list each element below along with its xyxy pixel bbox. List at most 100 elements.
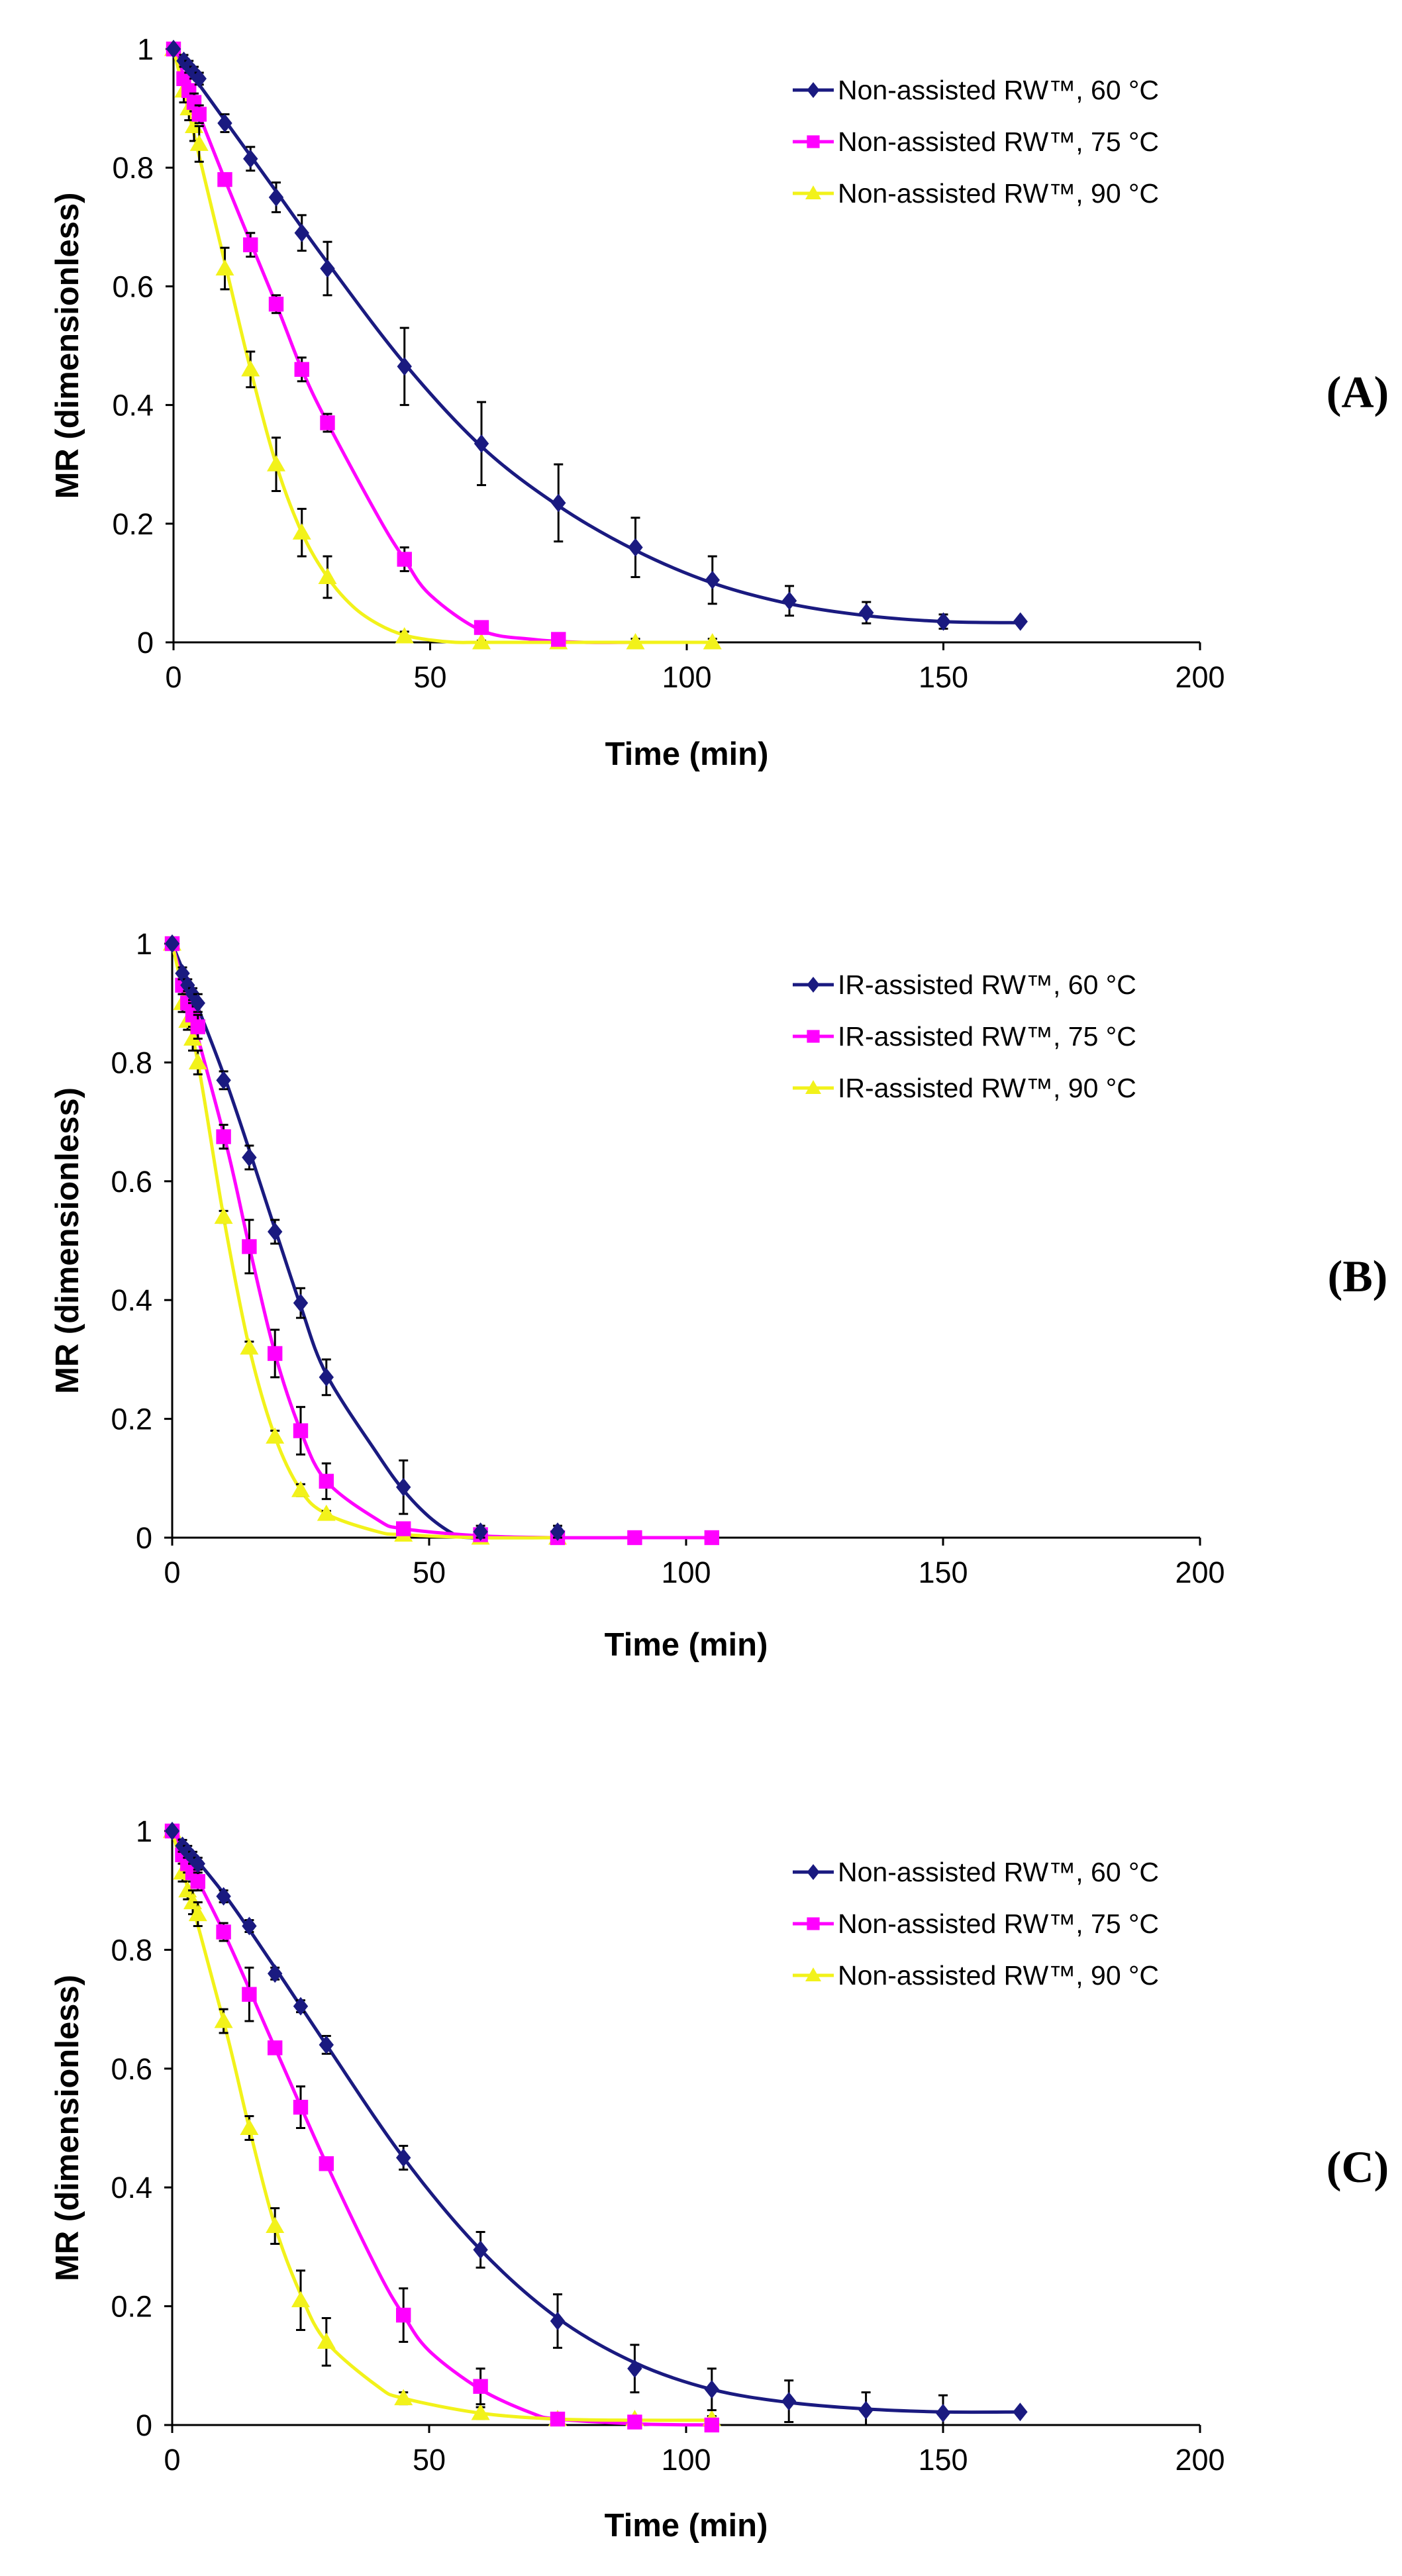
data-point	[268, 1964, 283, 1983]
legend-label: Non-assisted RW™, 60 °C	[838, 1857, 1159, 1887]
data-point	[242, 1148, 257, 1167]
fit-curve-2	[170, 943, 558, 1540]
y-tick-label: 0.8	[111, 1933, 152, 1967]
data-point	[473, 2240, 488, 2259]
fit-curve-1	[172, 48, 713, 644]
y-tick-label: 0.2	[112, 507, 154, 541]
x-axis-title: Time (min)	[605, 1627, 768, 1663]
x-tick-label: 0	[164, 2443, 180, 2477]
data-point	[293, 1423, 309, 1438]
data-point	[474, 434, 489, 453]
data-point	[320, 415, 335, 430]
y-tick-label: 0	[136, 2408, 152, 2442]
data-point	[241, 360, 260, 377]
legend-label: Non-assisted RW™, 90 °C	[838, 178, 1159, 209]
series-2	[163, 934, 567, 1545]
data-point	[473, 2379, 488, 2394]
y-tick-label: 1	[136, 927, 152, 961]
data-point	[704, 1530, 719, 1546]
data-point	[628, 538, 643, 557]
data-point	[474, 620, 489, 635]
data-point	[317, 1505, 336, 1521]
data-point	[626, 633, 645, 650]
x-tick-label: 200	[1175, 1556, 1225, 1589]
data-point	[473, 1522, 488, 1542]
data-point	[781, 2392, 797, 2411]
data-point	[703, 633, 722, 650]
data-point	[242, 1987, 257, 2002]
y-tick-label: 0	[136, 1521, 152, 1555]
legend-marker	[805, 1967, 821, 1981]
data-point	[190, 1874, 205, 1889]
y-tick-label: 0.6	[111, 2052, 152, 2086]
panel-1: 0 0.2 0.4 0.6 0.8 1 0 50 100 150 200 Time (min) MR (…	[50, 927, 1387, 1663]
panel-0: 0 0.2 0.4 0.6 0.8 1 0 50 100 150 200 Time (min) MR (…	[50, 32, 1389, 772]
y-tick-label: 0.2	[111, 2290, 152, 2324]
y-tick-label: 0.8	[111, 1046, 152, 1079]
data-point	[189, 134, 209, 151]
data-point	[243, 149, 258, 168]
data-point	[319, 2035, 334, 2054]
x-tick-label: 200	[1175, 660, 1225, 694]
x-tick-label: 0	[164, 1556, 180, 1589]
data-point	[396, 2307, 411, 2323]
data-point	[550, 2411, 566, 2427]
data-point	[936, 612, 951, 631]
fit-curve-2	[172, 48, 713, 644]
data-point	[471, 2404, 490, 2420]
data-point	[216, 1924, 231, 1940]
series-2	[163, 1822, 721, 2426]
series-0	[166, 40, 1028, 631]
fit-curve-0	[170, 943, 558, 1540]
data-point	[292, 523, 311, 540]
legend-marker	[805, 1080, 821, 1094]
data-point	[627, 1530, 642, 1546]
data-point	[320, 259, 335, 278]
data-point	[317, 2332, 336, 2349]
legend-marker	[807, 135, 820, 148]
data-point	[781, 591, 797, 611]
data-point	[268, 1346, 283, 1362]
legend-label: Non-assisted RW™, 90 °C	[838, 1960, 1159, 1991]
data-point	[268, 2040, 283, 2056]
data-point	[291, 2291, 310, 2308]
y-tick-label: 1	[136, 1814, 152, 1848]
y-tick-label: 0	[137, 626, 154, 660]
y-axis-title: MR (dimensionless)	[50, 1087, 85, 1394]
data-point	[164, 934, 180, 953]
y-tick-label: 0.6	[111, 1165, 152, 1199]
data-point	[396, 2148, 411, 2167]
data-point	[1013, 2403, 1028, 2422]
data-point	[627, 2414, 642, 2430]
data-point	[216, 1071, 231, 1090]
data-point	[294, 223, 309, 242]
legend-label: Non-assisted RW™, 75 °C	[838, 1908, 1159, 1939]
data-point	[293, 1293, 309, 1313]
data-point	[214, 1207, 233, 1224]
data-point	[190, 1854, 205, 1873]
y-tick-label: 0.6	[112, 270, 154, 303]
data-point	[267, 455, 285, 471]
x-tick-label: 100	[661, 2443, 711, 2477]
legend-label: Non-assisted RW™, 75 °C	[838, 126, 1159, 157]
data-point	[551, 632, 566, 647]
data-point	[704, 2417, 719, 2433]
x-tick-label: 0	[165, 660, 181, 694]
data-point	[266, 2216, 285, 2234]
data-point	[216, 1129, 231, 1144]
data-point	[268, 297, 284, 312]
y-tick-label: 0.4	[111, 2171, 152, 2204]
y-axis-title: MR (dimensionless)	[50, 193, 85, 499]
data-point	[859, 603, 874, 622]
data-point	[704, 2380, 719, 2399]
data-point	[214, 2012, 233, 2028]
y-tick-label: 0.4	[112, 389, 154, 422]
data-point	[935, 2404, 951, 2423]
legend-marker	[807, 977, 820, 993]
x-tick-label: 150	[919, 660, 968, 694]
data-point	[217, 172, 232, 187]
data-point	[472, 633, 491, 650]
legend-label: Non-assisted RW™, 60 °C	[838, 75, 1159, 105]
data-point	[318, 568, 337, 584]
